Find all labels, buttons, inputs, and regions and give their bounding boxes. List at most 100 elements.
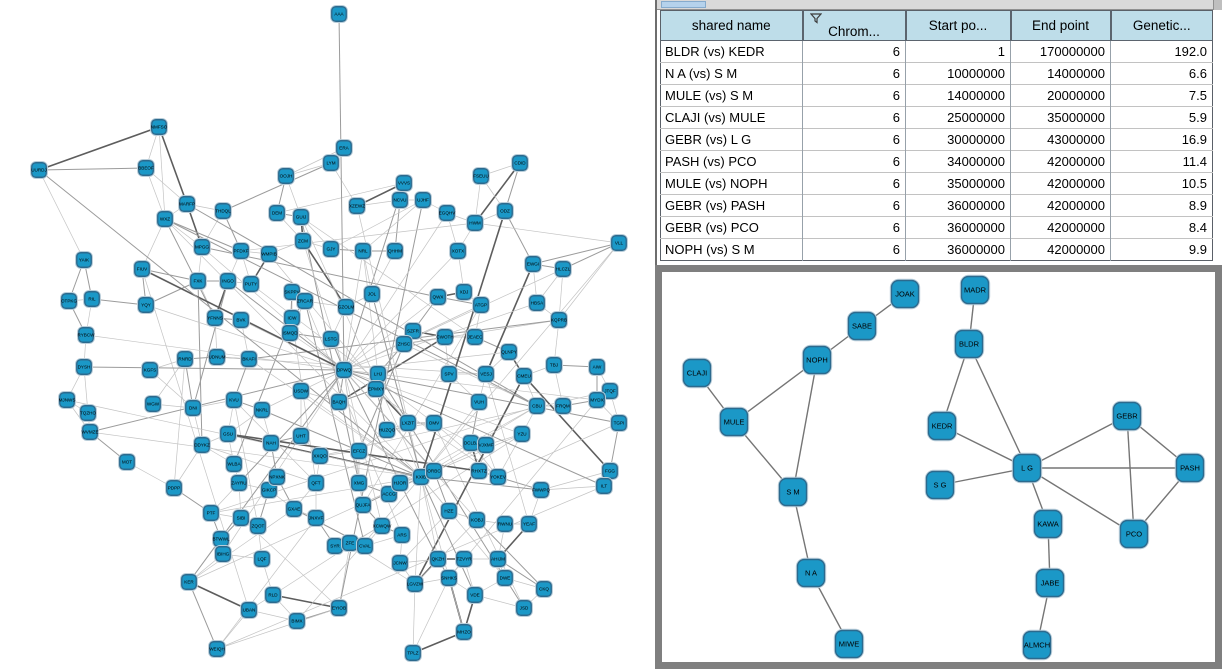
network-node[interactable]: KVU [225,391,243,409]
network-edge[interactable] [192,280,229,409]
network-node[interactable]: RHXTZ [470,462,488,480]
network-edge[interactable] [38,169,422,478]
network-edge[interactable] [240,222,476,252]
network-edge[interactable] [300,390,422,478]
network-edge[interactable] [420,210,506,478]
cell-value[interactable]: 6 [802,84,906,107]
network-node[interactable]: JOL [363,285,381,303]
network-node[interactable]: TPLZ [404,644,422,662]
network-node[interactable]: JABE [1034,567,1066,599]
network-node[interactable]: CDID [511,154,529,172]
network-node[interactable]: QLNPY [500,343,518,361]
network-node[interactable]: YFNNS [206,309,224,327]
network-node[interactable]: RNRD [176,350,194,368]
network-edge[interactable] [558,242,620,321]
network-node[interactable]: HWM [466,214,484,232]
cell-value[interactable]: 6 [802,238,906,261]
horizontal-scrollbar[interactable] [657,0,1222,10]
network-node[interactable]: FSEUU [472,167,490,185]
network-edge[interactable] [210,476,422,514]
network-node[interactable]: NCVU [391,191,409,209]
network-node[interactable]: DEM [268,204,286,222]
network-node[interactable]: UHT [292,427,310,445]
network-node[interactable]: YOKEV [489,468,507,486]
network-node[interactable]: YZU [513,425,531,443]
network-node[interactable]: CLAJI [681,357,713,389]
network-node[interactable]: EWGI [524,255,542,273]
table-row[interactable]: GEBR (vs) L G 6 30000000 43000000 16.9 [660,128,1213,151]
network-node[interactable]: GEBR [1111,400,1143,432]
network-node[interactable]: ALMCH [1021,629,1053,661]
network-node[interactable]: THDQL [214,202,232,220]
network-edge[interactable] [420,242,620,478]
network-node[interactable]: PDPP [165,479,183,497]
cell-value[interactable]: 30000000 [905,128,1011,151]
cell-value[interactable]: 6 [802,128,906,151]
network-edge[interactable] [343,212,448,371]
network-edge[interactable] [89,431,422,478]
network-node[interactable]: EPMXY [367,380,385,398]
network-node[interactable]: N A [795,557,827,589]
network-edge[interactable] [233,399,259,527]
network-node[interactable]: XMG [350,474,368,492]
network-node[interactable]: DDYKZ [193,436,211,454]
network-edge[interactable] [412,583,416,654]
table-row[interactable]: GEBR (vs) PCO 6 36000000 42000000 8.4 [660,216,1213,239]
network-node[interactable]: CMEU [515,367,533,385]
network-node[interactable]: ISMQD [281,324,299,342]
network-node[interactable]: ZHSC [395,335,413,353]
network-node[interactable]: ARS [393,526,411,544]
network-node[interactable]: FRQM [554,397,572,415]
network-node[interactable]: ORBC [425,462,443,480]
network-node[interactable]: GUIJ [292,208,310,226]
network-node[interactable]: HJOR [391,474,409,492]
network-node[interactable]: FGG [601,462,619,480]
network-node[interactable]: TZVYR [455,550,473,568]
table-row[interactable]: CLAJI (vs) MULE 6 25000000 35000000 5.9 [660,106,1213,129]
network-node[interactable]: CKQ [535,580,553,598]
network-node[interactable]: WEIQH [208,640,226,658]
network-node[interactable]: LGVZW [406,575,424,593]
network-edge[interactable] [476,519,545,590]
network-edge[interactable] [420,476,439,560]
network-node[interactable]: ERA [335,139,353,157]
network-node[interactable]: CVAL [356,537,374,555]
table-row[interactable]: MULE (vs) NOPH 6 35000000 42000000 10.5 [660,172,1213,195]
network-node[interactable]: UBAN [240,601,258,619]
network-node[interactable]: CBU [528,397,546,415]
network-node[interactable]: MPGG [193,238,211,256]
network-node[interactable]: ZRCAR [296,292,314,310]
network-edge[interactable] [201,444,317,484]
network-node[interactable]: BIMX [288,612,306,630]
network-node[interactable]: BBEOF [137,159,155,177]
network-edge[interactable] [330,199,424,250]
network-node[interactable]: YEAF [520,515,538,533]
network-node[interactable]: CWOTH [436,328,454,346]
network-edge[interactable] [403,343,538,407]
network-node[interactable]: S G [924,469,956,501]
network-node[interactable]: RLD [264,586,282,604]
network-edge[interactable] [289,332,345,371]
network-node[interactable]: AIW [588,358,606,376]
network-node[interactable]: RIL [83,290,101,308]
network-node[interactable]: PCO [1118,518,1150,550]
network-edge[interactable] [412,577,450,654]
network-edge[interactable] [66,399,422,478]
network-edge[interactable] [1126,415,1135,535]
network-node[interactable]: WXZ [156,210,174,228]
cell-value[interactable]: 6 [802,62,906,85]
network-edge[interactable] [968,343,1028,469]
network-node[interactable]: TGPI [610,414,628,432]
cell-value[interactable]: 43000000 [1010,128,1111,151]
network-node[interactable]: JCNW [391,554,409,572]
network-node[interactable]: WLBA [225,455,243,473]
network-edge[interactable] [343,369,605,487]
network-edge[interactable] [83,366,345,371]
column-header-chrom-[interactable]: Chrom... [801,10,906,41]
network-node[interactable]: KEDR [926,410,958,442]
network-node[interactable]: VVVS [395,174,413,192]
network-edge[interactable] [474,222,620,244]
network-edge[interactable] [233,317,293,465]
cell-value[interactable]: 6 [802,150,906,173]
network-node[interactable]: XCWQW [373,517,392,535]
